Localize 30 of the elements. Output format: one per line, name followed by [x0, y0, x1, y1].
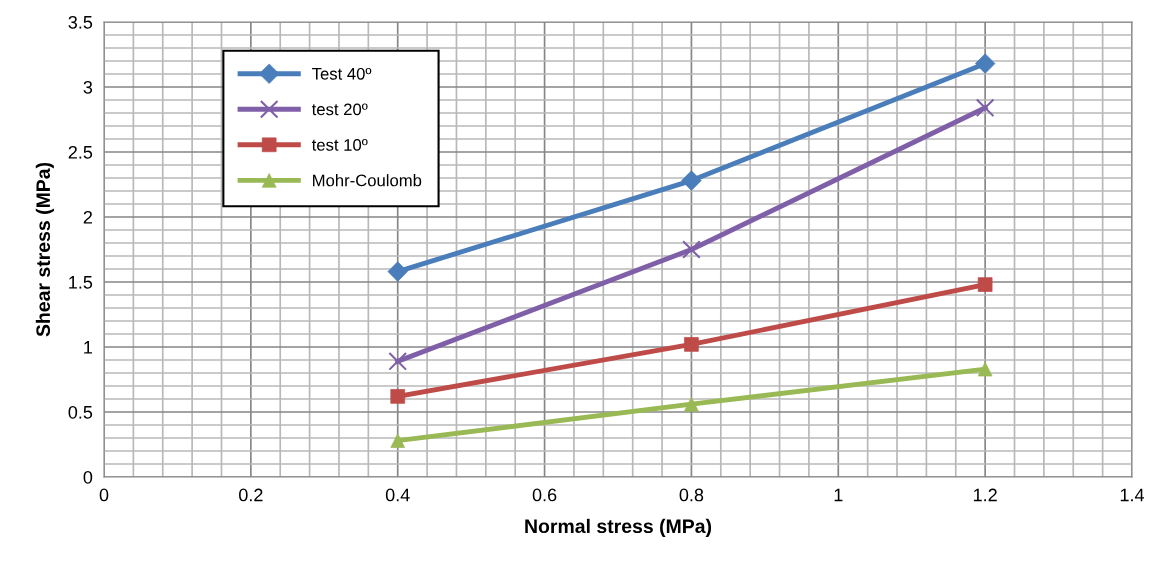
x-tick-label: 0 — [99, 488, 109, 502]
point — [975, 98, 995, 118]
x-tick-label: 1.4 — [1120, 488, 1145, 502]
legend-label: Mohr-Coulomb — [313, 174, 422, 187]
legend-label: Test 40º — [312, 67, 372, 80]
point — [974, 53, 996, 74]
x-tick-label: 0.6 — [532, 488, 557, 502]
y-tick-label: 2 — [83, 210, 92, 224]
point — [682, 240, 701, 259]
y-tick-label: 0 — [83, 470, 93, 484]
x-tick-label: 0.4 — [385, 488, 410, 502]
y-tick-label: 1.5 — [69, 276, 93, 289]
point — [684, 337, 699, 352]
y-tick-label: 3 — [83, 80, 93, 94]
x-tick-label: 0.2 — [239, 488, 263, 502]
y-tick-label: 0.5 — [68, 405, 93, 419]
x-tick-label: 1.2 — [973, 488, 997, 502]
y-tick-label: 2.5 — [68, 145, 93, 159]
x-tick-label: 1 — [834, 488, 843, 502]
legend-label: test 10º — [311, 138, 368, 151]
legend-label: test 20º — [311, 103, 368, 116]
point — [388, 351, 408, 371]
x-tick-label: 0.8 — [679, 488, 704, 502]
y-axis-title: Shear stress (MPa) — [35, 162, 54, 337]
y-tick-label: 1 — [84, 341, 93, 354]
point — [390, 389, 406, 404]
point — [390, 433, 406, 448]
point — [977, 277, 993, 292]
x-axis-title: Normal stress (MPa) — [525, 518, 712, 537]
y-tick-label: 3.5 — [68, 15, 93, 29]
